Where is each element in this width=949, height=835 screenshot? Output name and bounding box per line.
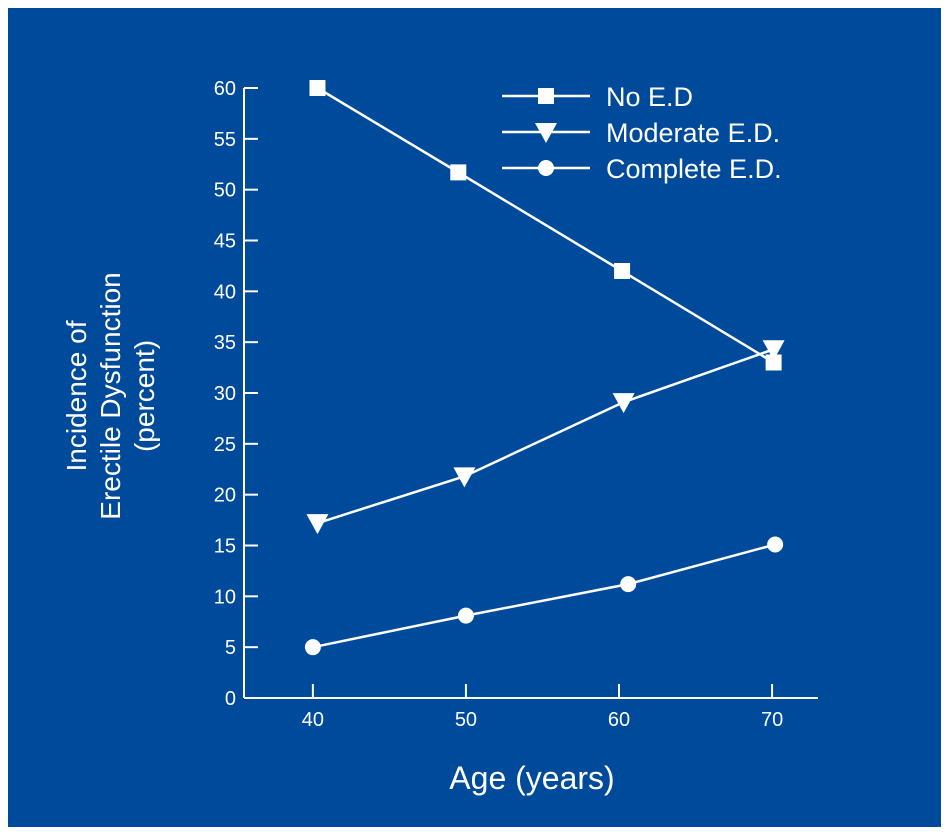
y-tick-label: 50 (214, 180, 236, 202)
y-tick-label: 60 (214, 78, 236, 100)
y-tick-label: 45 (214, 231, 236, 253)
x-tick-label: 70 (761, 709, 783, 731)
data-point (457, 607, 474, 624)
data-point (762, 340, 785, 361)
data-point (767, 536, 784, 553)
y-tick-label: 20 (214, 485, 236, 507)
line-chart: 0 5 10 15 20 25 30 35 40 45 50 55 60 40 50 60 70 No E.D M… (61, 78, 818, 796)
series-square (309, 80, 782, 371)
y-tick-label: 55 (214, 129, 236, 151)
y-tick-label: 0 (225, 688, 236, 710)
y-tick-label: 40 (214, 281, 236, 303)
y-axis-label-line-1: Incidence of (61, 320, 92, 471)
data-point (614, 263, 631, 279)
legend-label: Moderate E.D. (606, 118, 780, 148)
data-point (304, 639, 321, 656)
y-tick-label: 25 (214, 434, 236, 456)
data-point (453, 467, 476, 488)
y-tick-label: 10 (214, 586, 236, 608)
series-layer (304, 80, 785, 656)
y-tick-label: 35 (214, 332, 236, 354)
series-triangle-down (306, 340, 785, 535)
legend-label: No E.D (606, 82, 693, 112)
legend: No E.D Moderate E.D. Complete E.D. (502, 82, 782, 184)
y-axis-label-line-3: (percent) (129, 340, 160, 452)
legend-entry: Moderate E.D. (502, 118, 780, 148)
legend-marker (538, 88, 554, 104)
data-point (450, 164, 467, 181)
y-axis-label-line-2: Erectile Dysfunction (95, 272, 126, 519)
series-circle (304, 536, 784, 656)
x-tick-label: 40 (302, 709, 324, 731)
chart-panel: 0 5 10 15 20 25 30 35 40 45 50 55 60 40 50 60 70 No E.D M… (8, 8, 941, 827)
y-tick-label: 15 (214, 536, 236, 558)
axes: 0 5 10 15 20 25 30 35 40 45 50 55 60 40 50 60 70 (214, 78, 818, 731)
data-point (620, 576, 637, 593)
data-point (612, 393, 635, 414)
series-line (312, 543, 776, 649)
legend-entry: No E.D (502, 82, 693, 112)
x-axis-label: Age (years) (449, 760, 614, 796)
series-line (316, 86, 775, 364)
x-tick-label: 50 (455, 709, 477, 731)
series-line (317, 348, 775, 525)
data-point (306, 514, 329, 535)
data-point (309, 80, 326, 96)
y-axis-label: Incidence of Erectile Dysfunction (perce… (61, 272, 160, 519)
y-tick-label: 30 (214, 383, 236, 405)
legend-entry: Complete E.D. (502, 154, 782, 184)
legend-marker (538, 160, 554, 176)
data-point (765, 354, 782, 371)
x-tick-label: 60 (608, 709, 630, 731)
legend-marker (535, 123, 557, 143)
legend-label: Complete E.D. (606, 154, 782, 184)
y-tick-label: 5 (225, 637, 236, 659)
